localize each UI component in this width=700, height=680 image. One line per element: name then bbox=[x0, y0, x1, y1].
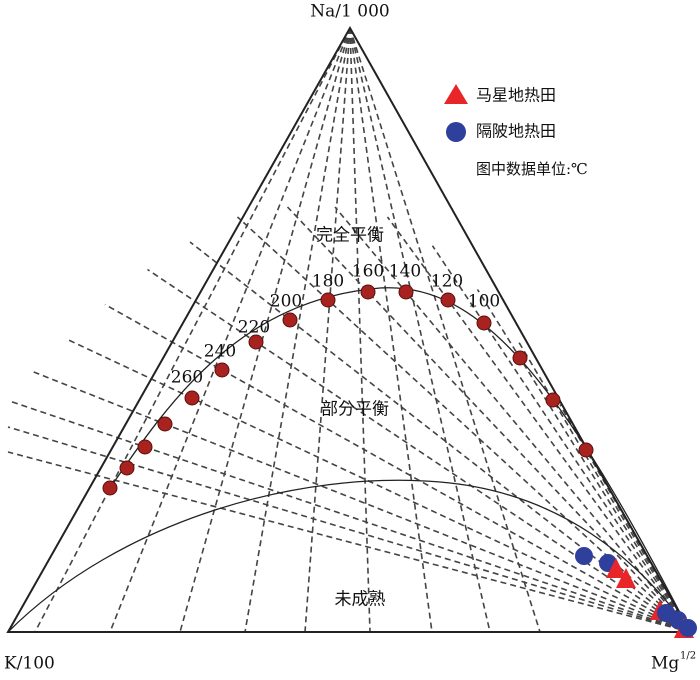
equilibrium-dot bbox=[545, 392, 561, 408]
equilibrium-dot bbox=[282, 312, 298, 328]
dashed-line bbox=[304, 27, 351, 633]
dashed-line bbox=[7, 426, 691, 633]
isotherm-label: 220 bbox=[238, 318, 270, 338]
construction-lines bbox=[7, 27, 691, 633]
equilibrium-dot bbox=[157, 416, 173, 432]
partial-equilibrium-curve bbox=[7, 479, 691, 633]
region-label: 未成熟 bbox=[335, 589, 386, 610]
dashed-line bbox=[236, 216, 691, 633]
legend-label: 马星地热田 bbox=[476, 86, 556, 105]
equilibrium-dot bbox=[440, 292, 456, 308]
dashed-line bbox=[109, 27, 351, 633]
dashed-line bbox=[104, 303, 691, 633]
equilibrium-dot bbox=[320, 292, 336, 308]
dashed-line bbox=[244, 27, 351, 633]
equilibrium-dots bbox=[102, 284, 594, 496]
vertex-label: Mg bbox=[651, 654, 679, 674]
dashed-line bbox=[349, 27, 491, 633]
sample-point bbox=[616, 568, 636, 588]
isotherm-label: 200 bbox=[270, 292, 302, 312]
sample-point bbox=[606, 558, 626, 578]
dashed-line bbox=[34, 27, 351, 633]
equilibrium-dot bbox=[512, 350, 528, 366]
dashed-line bbox=[518, 341, 691, 633]
equilibrium-dot bbox=[119, 460, 135, 476]
dashed-line bbox=[431, 245, 691, 633]
legend-note: 图中数据单位:℃ bbox=[476, 160, 588, 178]
isotherm-label: 120 bbox=[431, 272, 463, 292]
isotherm-label: 180 bbox=[312, 272, 344, 292]
vertex-label: Na/1 000 bbox=[310, 2, 389, 22]
samples bbox=[575, 547, 697, 638]
dashed-line bbox=[67, 338, 691, 633]
equilibrium-dot bbox=[398, 284, 414, 300]
equilibrium-dot bbox=[102, 480, 118, 496]
dashed-line bbox=[286, 206, 691, 633]
triangle bbox=[6, 25, 692, 633]
vertex-label-sup: 1/2 bbox=[680, 651, 696, 662]
legend-label: 隔陂地热田 bbox=[476, 122, 556, 141]
equilibrium-dot bbox=[248, 334, 264, 350]
isotherm-label: 240 bbox=[204, 342, 236, 362]
equilibrium-dot bbox=[476, 315, 492, 331]
dashed-line bbox=[7, 451, 691, 633]
legend-marker bbox=[444, 84, 468, 104]
vertex-label: K/100 bbox=[4, 654, 55, 674]
dashed-line bbox=[349, 27, 541, 633]
sample-point bbox=[575, 547, 593, 565]
equilibrium-dot bbox=[184, 390, 200, 406]
equilibrium-dot bbox=[578, 442, 594, 458]
equilibrium-dot bbox=[214, 362, 230, 378]
dashed-line bbox=[349, 27, 371, 633]
region-label: 部分平衡 bbox=[321, 400, 389, 420]
dashed-line bbox=[147, 268, 691, 633]
equilibrium-dot bbox=[137, 439, 153, 455]
dashed-line bbox=[179, 27, 351, 633]
dashed-line bbox=[334, 206, 691, 633]
isotherm-label: 140 bbox=[389, 262, 421, 282]
region-label: 完全平衡 bbox=[316, 226, 384, 246]
dashed-line bbox=[386, 216, 691, 633]
dashed-line bbox=[33, 371, 691, 633]
isotherm-label: 160 bbox=[352, 262, 384, 282]
isotherm-label: 100 bbox=[468, 292, 500, 312]
legend-marker bbox=[446, 122, 466, 142]
full-equilibrium-curve bbox=[109, 287, 691, 633]
dashed-line bbox=[349, 27, 433, 633]
isotherm-label: 260 bbox=[171, 368, 203, 388]
equilibrium-dot bbox=[360, 284, 376, 300]
sample-point bbox=[679, 619, 697, 637]
dashed-line bbox=[476, 289, 691, 633]
